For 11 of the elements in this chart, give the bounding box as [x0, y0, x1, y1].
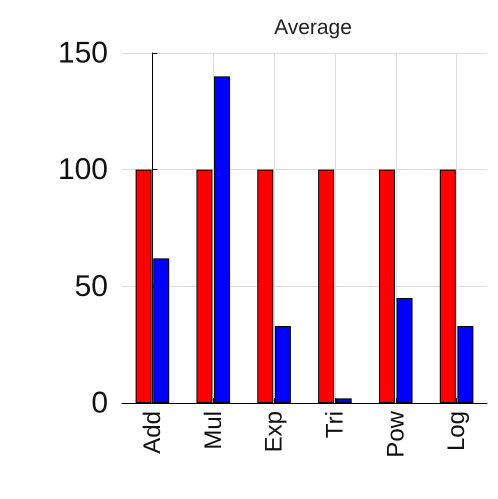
y-tick-label: 50 — [74, 270, 108, 303]
x-tick-label: Mul — [200, 411, 227, 450]
x-tick-label: Exp — [260, 411, 288, 452]
x-tick-label: Tri — [321, 411, 348, 438]
x-tick-label: Pow — [382, 410, 410, 458]
y-tick-label: 150 — [58, 36, 108, 70]
y-tick-label: 100 — [58, 153, 108, 186]
x-tick-label: Log — [443, 411, 470, 452]
x-tick-label: Add — [138, 411, 166, 454]
y-tick-label: 0 — [91, 386, 108, 420]
chart-title: Average — [274, 16, 352, 39]
